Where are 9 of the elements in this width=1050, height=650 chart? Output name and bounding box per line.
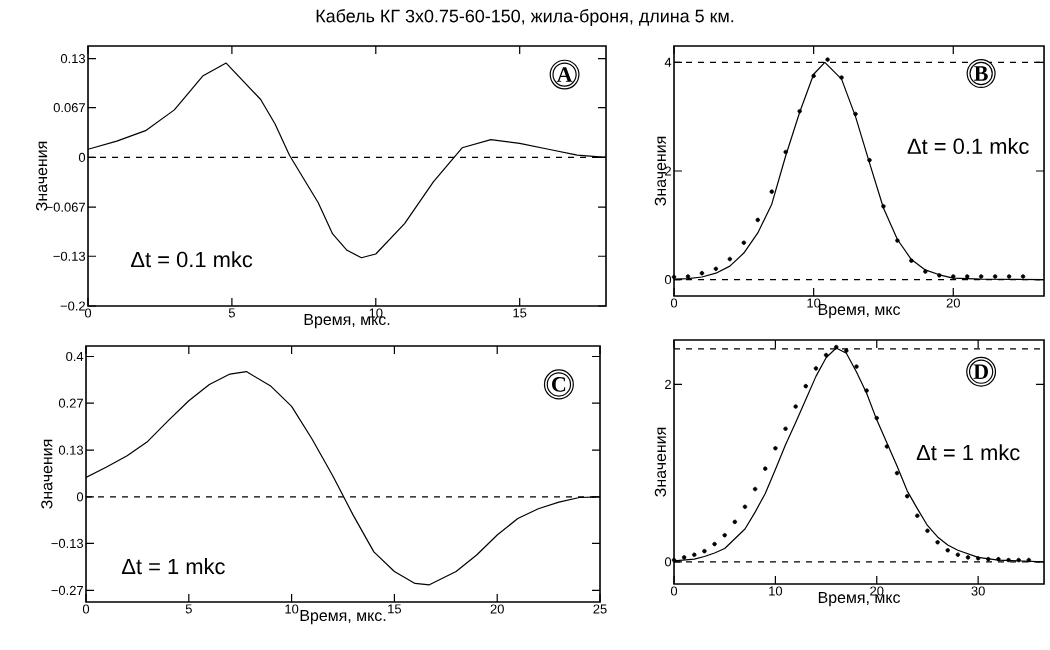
annotation: A (556, 67, 573, 82)
annotation: C (552, 377, 566, 392)
annotation: Δt = 1 mkc (121, 558, 225, 575)
annotation: D (973, 364, 988, 379)
annotation: Δt = 1 mkc (916, 444, 1020, 461)
annotation: Δt = 0.1 mkc (907, 137, 1029, 155)
chart-title: Кабель КГ 3x0.75-60-150, жила-броня, длина 5 км. (316, 9, 734, 26)
annotation: Δt = 0.1 mkc (131, 251, 253, 268)
annotation: B (974, 66, 988, 81)
